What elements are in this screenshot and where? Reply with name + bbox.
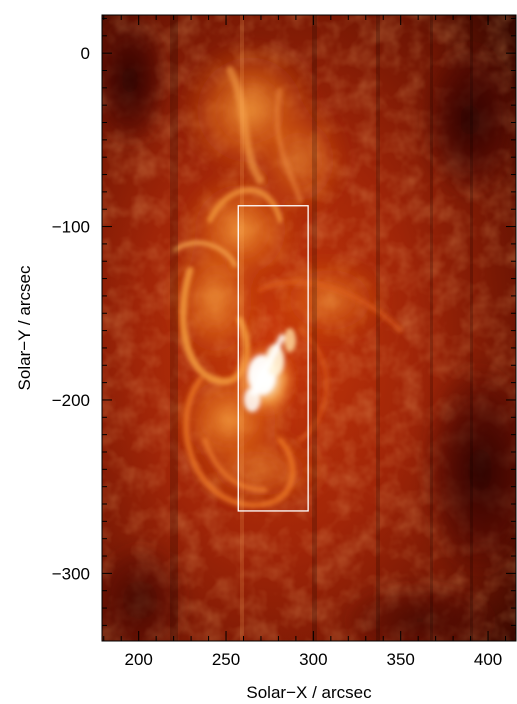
x-axis-ticks: 200 250 300 350 400 (103, 15, 507, 669)
y-tick-label: 0 (81, 44, 90, 63)
y-tick-label: −200 (52, 391, 90, 410)
x-tick-label: 350 (387, 650, 415, 669)
region-of-interest-rectangle (237, 205, 309, 512)
solar-image (102, 15, 516, 641)
x-tick-label: 200 (124, 650, 152, 669)
x-axis-title: Solar−X / arcsec (246, 683, 372, 702)
y-tick-label: −300 (52, 564, 90, 583)
y-axis-ticks: 0 −100 −200 −300 (52, 17, 516, 626)
y-axis-title: Solar−Y / arcsec (15, 265, 34, 390)
y-tick-label: −100 (52, 218, 90, 237)
plot-frame (101, 14, 517, 642)
x-tick-label: 250 (212, 650, 240, 669)
x-tick-label: 400 (474, 650, 502, 669)
x-tick-label: 300 (299, 650, 327, 669)
